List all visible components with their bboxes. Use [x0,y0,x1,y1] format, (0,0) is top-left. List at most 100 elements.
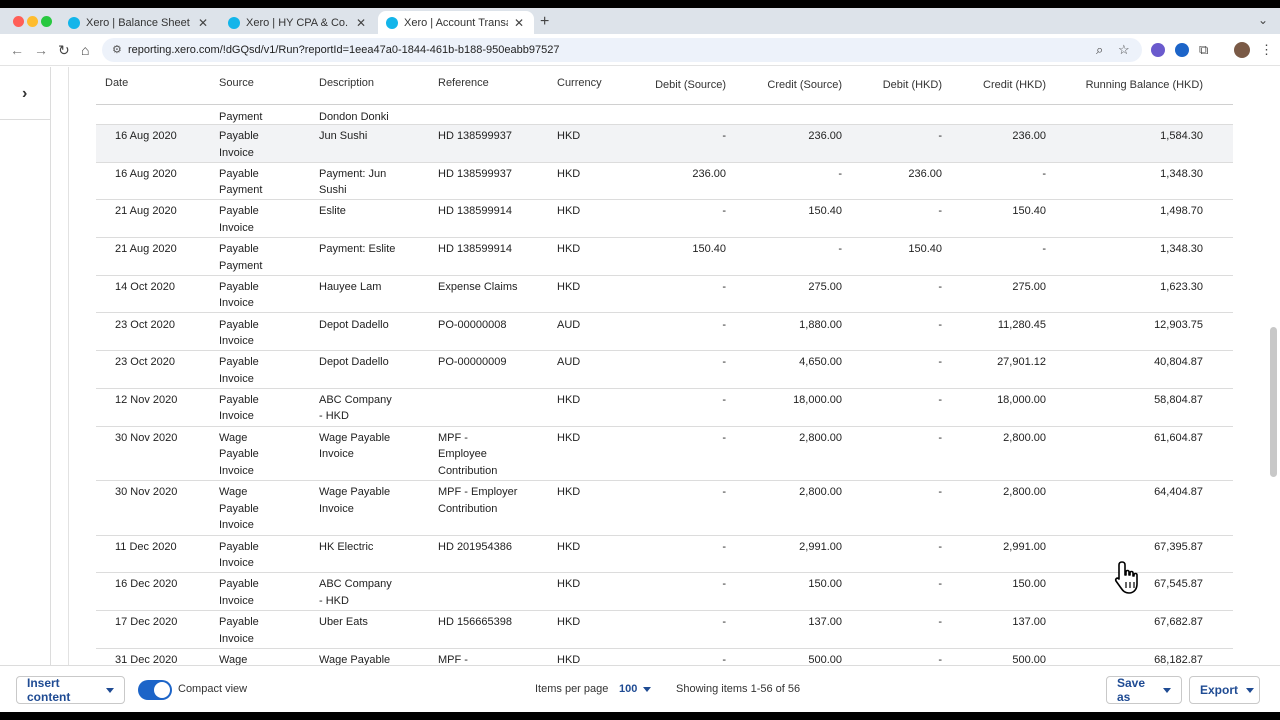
header-debit-hkd[interactable]: Debit (HKD) [882,79,942,91]
date-cell[interactable]: 14 Oct 2020 [115,280,175,293]
header-credit-hkd[interactable]: Credit (HKD) [983,79,1046,91]
browser-menu-icon[interactable]: ⋮ [1260,42,1273,57]
date-cell[interactable]: 23 Oct 2020 [115,318,175,331]
table-row[interactable]: 17 Dec 2020 Payable Invoice Uber Eats HD 156… [96,611,1233,649]
table-row[interactable]: 16 Aug 2020 Payable Invoice Jun Sushi HD 138… [96,125,1233,163]
date-cell[interactable]: 16 Aug 2020 [115,130,177,142]
tab-hy-cpa[interactable]: Xero | HY CPA & Co. ✕ [220,11,376,34]
running-balance-cell[interactable]: 67,682.87 [1154,616,1203,628]
tab-balance-sheet[interactable]: Xero | Balance Sheet | HY CPA ✕ [60,11,218,34]
date-cell[interactable]: 11 Dec 2020 [115,540,177,553]
debit-source-cell: - [722,653,726,665]
running-balance-cell[interactable]: 1,498.70 [1160,205,1203,218]
address-bar-row: ← → ↻ ⌂ ⚙ reporting.xero.com/!dGQsd/v1/R… [0,34,1280,66]
running-balance-cell[interactable]: 61,604.87 [1154,431,1203,444]
running-balance-cell[interactable]: 58,804.87 [1154,393,1203,406]
running-balance-cell[interactable]: 68,182.87 [1154,653,1203,665]
running-balance-cell[interactable]: 67,545.87 [1154,578,1203,591]
source-cell: Payable Invoice [219,614,315,647]
running-balance-cell[interactable]: 1,348.30 [1160,167,1203,180]
zoom-icon[interactable]: ⌕ [1096,42,1104,57]
table-row[interactable]: 14 Oct 2020 Payable Invoice Hauyee Lam Expen… [96,276,1233,314]
date-cell[interactable]: 16 Dec 2020 [115,578,178,591]
source-cell-line: Payment [219,259,263,272]
profile-avatar[interactable] [1234,42,1250,58]
source-cell: Payable Invoice [219,576,315,609]
tab-account-transactions[interactable]: Xero | Account Transactions | ✕ [378,11,534,34]
date-cell[interactable]: 30 Nov 2020 [115,431,178,444]
credit-source-cell: 236.00 [808,130,842,142]
table-row[interactable]: 16 Dec 2020 Payable Invoice ABC Company - HK… [96,573,1233,611]
table-row[interactable]: 30 Nov 2020 Wage Payable Invoice Wage Payabl… [96,481,1233,536]
close-tab-icon[interactable]: ✕ [197,15,209,30]
running-balance-cell[interactable]: 40,804.87 [1154,356,1203,369]
date-cell[interactable]: 16 Aug 2020 [115,167,177,180]
source-cell: Wage Payable Invoice [219,484,315,534]
header-credit-source[interactable]: Credit (Source) [767,79,842,91]
running-balance-cell[interactable]: 64,404.87 [1154,486,1203,499]
running-balance-cell[interactable]: 67,395.87 [1154,540,1203,553]
vertical-scrollbar[interactable] [1270,327,1277,477]
table-row[interactable]: 11 Dec 2020 Payable Invoice HK Electric HD 2… [96,536,1233,574]
table-row[interactable]: 23 Oct 2020 Payable Invoice Depot Dadello PO… [96,314,1233,352]
extension-icon[interactable] [1175,43,1189,57]
home-icon[interactable]: ⌂ [81,42,90,58]
close-tab-icon[interactable]: ✕ [355,15,367,30]
date-cell[interactable]: 17 Dec 2020 [115,616,178,628]
date-cell[interactable]: 21 Aug 2020 [115,243,177,256]
header-running-balance[interactable]: Running Balance (HKD) [1085,79,1203,91]
table-row[interactable]: 12 Nov 2020 Payable Invoice ABC Company - HK… [96,389,1233,427]
date-cell[interactable]: 23 Oct 2020 [115,356,175,369]
url-field[interactable]: ⚙ reporting.xero.com/!dGQsd/v1/Run?repor… [102,38,1142,62]
header-reference[interactable]: Reference [438,77,489,89]
export-button[interactable]: Export [1189,676,1260,704]
table-row-partial: Payment Dondon Donki [96,87,1233,125]
bookmark-star-icon[interactable]: ☆ [1118,42,1130,57]
close-tab-icon[interactable]: ✕ [513,15,525,30]
header-source[interactable]: Source [219,77,254,89]
site-info-icon[interactable]: ⚙ [112,44,122,56]
header-debit-source[interactable]: Debit (Source) [655,79,726,91]
date-cell[interactable]: 21 Aug 2020 [115,205,177,218]
forward-arrow-icon[interactable]: → [34,42,48,58]
source-cell-line: Invoice [219,410,254,423]
close-window-button[interactable] [13,16,24,27]
header-date[interactable]: Date [105,77,129,89]
reference-cell-line: HD 138599914 [438,243,513,256]
new-tab-icon[interactable]: + [540,13,550,30]
expand-sidebar-chevron-icon[interactable]: › [22,85,28,102]
running-balance-cell[interactable]: 1,623.30 [1160,280,1203,293]
table-row[interactable]: 23 Oct 2020 Payable Invoice Depot Dadello PO… [96,351,1233,389]
back-arrow-icon[interactable]: ← [10,42,24,58]
header-currency[interactable]: Currency [557,77,602,89]
running-balance-cell[interactable]: 1,584.30 [1160,130,1203,142]
items-per-page-select[interactable]: 100 [619,683,652,695]
tab-search-chevron-icon[interactable]: ⌄ [1257,13,1268,27]
compact-view-toggle[interactable] [138,680,172,700]
header-description[interactable]: Description [319,77,375,89]
table-row[interactable]: 21 Aug 2020 Payable Payment Payment: Eslite… [96,238,1233,276]
debit-source-cell: - [722,130,726,142]
date-cell[interactable]: 31 Dec 2020 [115,653,178,665]
running-balance-cell[interactable]: 12,903.75 [1154,318,1203,331]
date-cell[interactable]: 30 Nov 2020 [115,486,178,499]
description-cell-line: Uber Eats [319,616,368,628]
minimize-window-button[interactable] [27,16,38,27]
table-row[interactable]: 16 Aug 2020 Payable Payment Payment: Jun Sus… [96,163,1233,201]
currency-cell: AUD [557,356,581,369]
currency-cell: HKD [557,486,581,499]
insert-content-button[interactable]: Insert content [16,676,125,704]
source-cell-line: Invoice [219,335,254,347]
currency-cell: HKD [557,616,581,628]
reference-cell-line: PO-00000008 [438,318,507,331]
table-row[interactable]: 30 Nov 2020 Wage Payable Invoice Wage Payabl… [96,427,1233,482]
running-balance-cell[interactable]: 1,348.30 [1160,243,1203,256]
save-as-button[interactable]: Save as [1106,676,1182,704]
extension-icon[interactable] [1151,43,1165,57]
reload-icon[interactable]: ↻ [58,42,70,58]
extensions-puzzle-icon[interactable]: ⧉ [1199,42,1209,57]
table-row[interactable]: 21 Aug 2020 Payable Invoice Eslite HD 138599… [96,200,1233,239]
date-cell[interactable]: 12 Nov 2020 [115,393,178,406]
maximize-window-button[interactable] [41,16,52,27]
